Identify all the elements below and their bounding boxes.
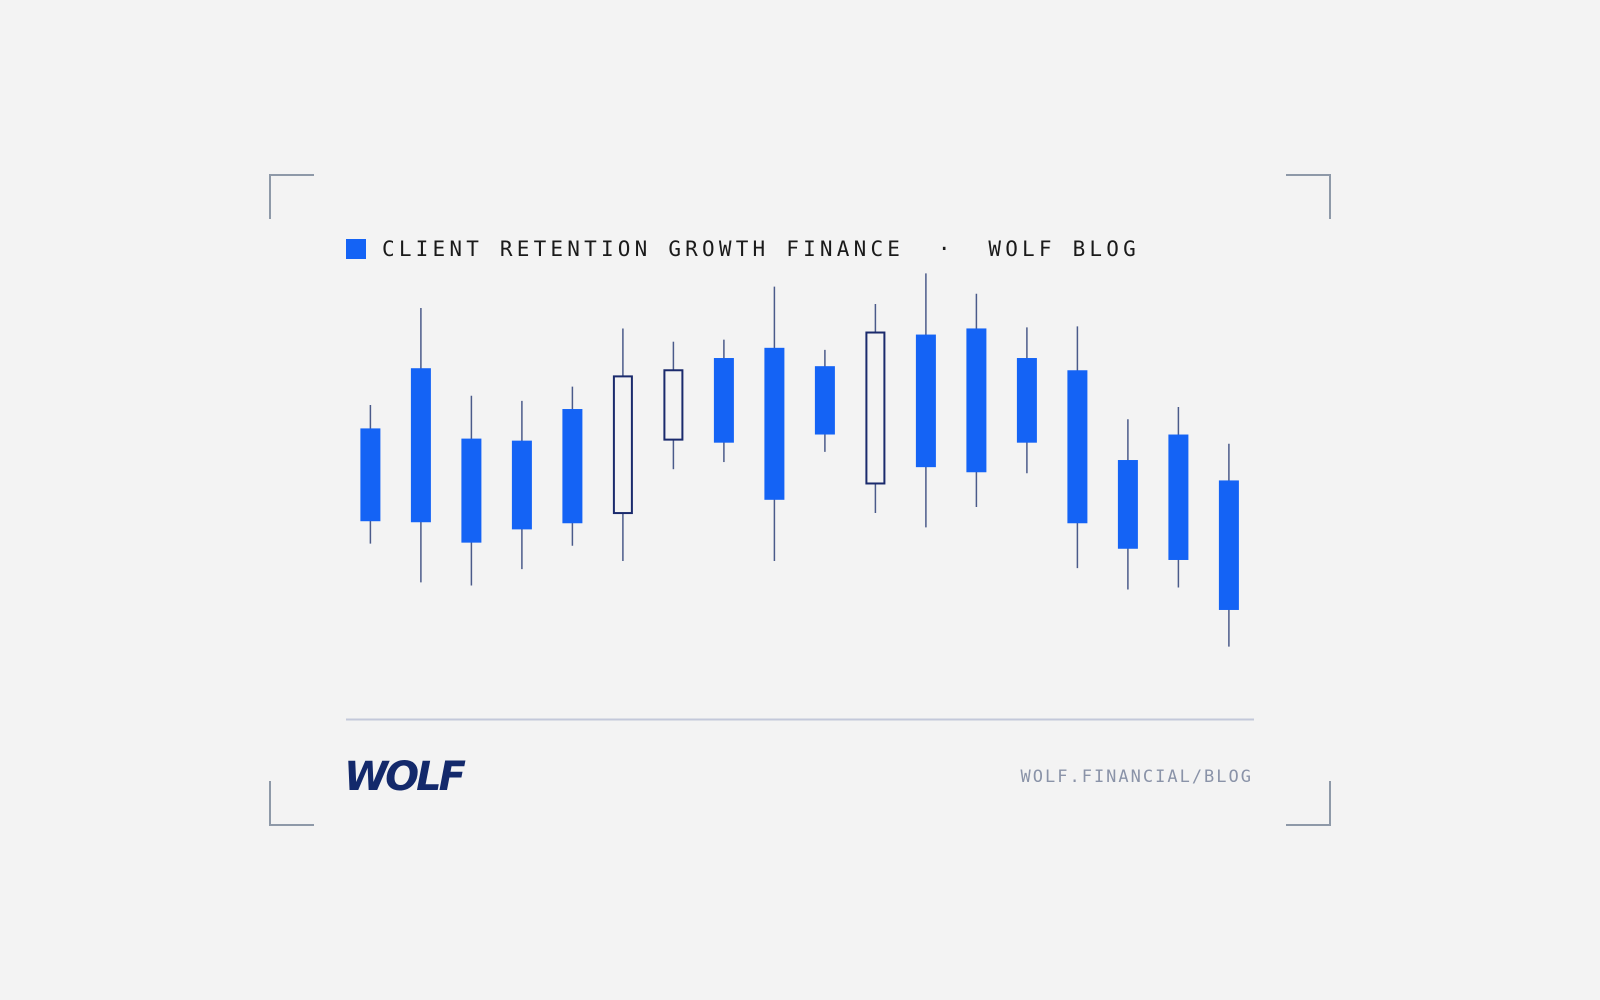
title-marker [346,239,366,259]
candle-body [713,358,734,443]
candle-body [814,366,835,435]
candle-body [461,438,482,543]
corner [1286,174,1331,219]
chart-title: CLIENT RETENTION GROWTH FINANCE · WOLF B… [382,237,1140,261]
footer-url: WOLF.FINANCIAL/BLOG [1021,767,1253,787]
candle-body [612,375,633,515]
corner [269,781,314,826]
candle-body [865,331,886,485]
candle-body [1016,358,1037,443]
candle-body [511,440,532,530]
candle-body [360,428,381,522]
logo: WOLF [344,754,466,800]
candle-body [410,368,431,523]
plot [360,273,1239,647]
candle-body [764,347,785,500]
candle-body [562,409,583,524]
corner [269,174,314,219]
corner [1286,781,1331,826]
corner-brackets [269,174,1331,826]
candle-body [1117,460,1138,549]
candle-body [663,369,684,441]
candle-body [1168,434,1189,560]
candle-body [915,334,936,468]
candle-body [966,328,987,473]
candle-body [1218,480,1239,610]
candle-body [1067,370,1088,524]
